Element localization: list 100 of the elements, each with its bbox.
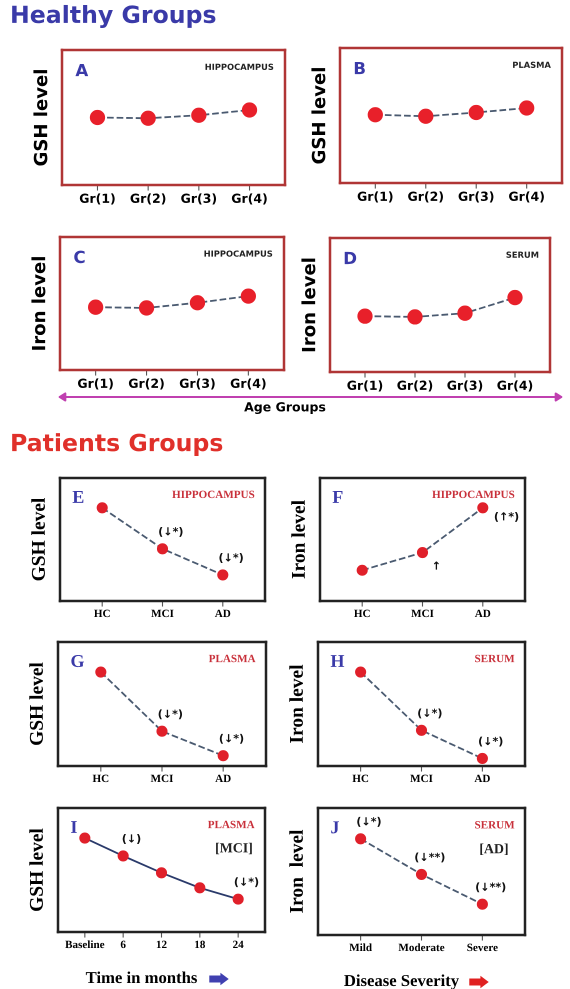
- chart-subtitle: PLASMA: [513, 62, 551, 68]
- text: J: [331, 821, 339, 834]
- y-axis-title: Iron level: [31, 257, 46, 350]
- annotation: (↓*): [357, 816, 381, 827]
- annotation: (↑*): [494, 512, 518, 522]
- x-tick-label: HC: [92, 774, 108, 782]
- y-axis-title: Iron level: [289, 664, 303, 743]
- chart-subtitle: SERUM: [475, 654, 514, 662]
- annotation: (↓*): [158, 709, 182, 720]
- x-tick-label: HC: [354, 610, 370, 618]
- point: [507, 290, 523, 306]
- point: [194, 882, 206, 894]
- x-tick-label: Gr(4): [232, 193, 267, 204]
- y-axis-title: GSH level: [31, 498, 45, 580]
- x-tick-label: Gr(4): [230, 378, 266, 390]
- x-tick-label: MCI: [411, 610, 434, 618]
- point: [90, 110, 106, 126]
- x-tick-label: MCI: [410, 774, 433, 782]
- x-tick-label: 12: [156, 940, 167, 948]
- x-tick-label: HC: [352, 774, 368, 782]
- annotation: (↓*): [418, 708, 442, 718]
- x-tick-label: Gr(3): [180, 378, 215, 390]
- annotation: (↓*): [219, 553, 243, 563]
- text: G: [71, 654, 84, 668]
- x-tick-label: AD: [474, 774, 490, 782]
- point: [457, 306, 473, 321]
- annotation: (↓): [122, 834, 140, 844]
- chart-subtitle: SERUM: [506, 252, 538, 258]
- x-tick-label: Gr(1): [80, 193, 115, 204]
- text: A: [75, 64, 88, 76]
- annotation: (↓*): [220, 734, 244, 744]
- x-tick-label: MCI: [150, 774, 174, 782]
- x-tick-label: HC: [94, 610, 110, 618]
- chart-subtitle: HIPPOCAMPUS: [172, 490, 254, 498]
- x-tick-label: Severe: [467, 944, 498, 952]
- point: [156, 867, 168, 878]
- x-tick-label: AD: [215, 774, 231, 782]
- point: [88, 300, 104, 315]
- x-tick-label: Gr(3): [458, 191, 494, 202]
- x-tick-label: Gr(2): [408, 191, 443, 202]
- chart-subtitle: PLASMA: [208, 654, 256, 662]
- chart-subtitle: HIPPOCAMPUS: [432, 490, 514, 498]
- annotation: (↓*): [159, 526, 183, 537]
- point: [118, 850, 129, 862]
- x-tick-label: Gr(1): [358, 191, 393, 202]
- text: D: [344, 252, 356, 264]
- point: [407, 309, 423, 325]
- x-tick-label: Gr(3): [447, 380, 482, 392]
- x-tick-label: Moderate: [398, 943, 444, 952]
- x-tick-label: MCI: [151, 610, 174, 618]
- annotation: [AD]: [480, 844, 508, 856]
- text: C: [74, 250, 85, 264]
- point: [140, 110, 156, 126]
- text: E: [72, 491, 84, 503]
- point: [242, 102, 258, 118]
- text: I: [71, 821, 77, 833]
- point: [138, 300, 154, 316]
- x-tick-label: Gr(3): [181, 193, 216, 204]
- point: [357, 308, 373, 324]
- chart-subtitle: HIPPOCAMPUS: [204, 250, 272, 257]
- chart-subtitle: PLASMA: [208, 820, 255, 828]
- x-tick-label: Baseline: [65, 940, 104, 948]
- y-axis-title: Iron level: [301, 258, 316, 352]
- point: [240, 288, 256, 304]
- point: [519, 100, 534, 116]
- x-tick-label: Mild: [349, 943, 372, 952]
- x-tick-label: 6: [120, 940, 126, 948]
- x-tick-label: Gr(1): [347, 380, 382, 392]
- x-tick-label: Gr(4): [509, 191, 544, 202]
- annotation: (↓*): [479, 736, 502, 747]
- y-axis-title: GSH level: [29, 662, 43, 745]
- x-tick-label: Gr(1): [78, 378, 113, 390]
- x-axis-title: Age Groups: [244, 402, 326, 414]
- y-axis-title: Iron level: [289, 830, 303, 913]
- x-tick-label: 18: [195, 940, 206, 948]
- chart-title: Healthy Groups: [12, 4, 216, 28]
- chart-subtitle: SERUM: [475, 821, 514, 829]
- point: [79, 832, 90, 844]
- point: [232, 894, 244, 905]
- x-axis-title: Time in months: [86, 971, 197, 984]
- x-tick-label: AD: [214, 610, 230, 618]
- y-axis-title: GSH level: [311, 68, 326, 164]
- point: [190, 295, 206, 310]
- annotation: (↓**): [415, 852, 444, 862]
- x-tick-label: AD: [474, 610, 490, 618]
- point: [368, 107, 383, 122]
- text: B: [354, 62, 365, 74]
- annotation: (↓*): [234, 877, 258, 888]
- x-tick-label: Gr(2): [130, 193, 166, 204]
- annotation: (↓**): [476, 882, 506, 892]
- y-axis-title: GSH level: [29, 828, 43, 911]
- chart-title: Patients Groups: [12, 433, 222, 456]
- annotation: ↑: [434, 562, 439, 570]
- annotation: [MCI]: [216, 842, 252, 854]
- text: F: [332, 491, 342, 503]
- text: H: [330, 655, 344, 667]
- point: [468, 104, 484, 120]
- x-tick-label: Gr(4): [497, 380, 532, 392]
- point: [418, 108, 434, 124]
- point: [191, 108, 206, 123]
